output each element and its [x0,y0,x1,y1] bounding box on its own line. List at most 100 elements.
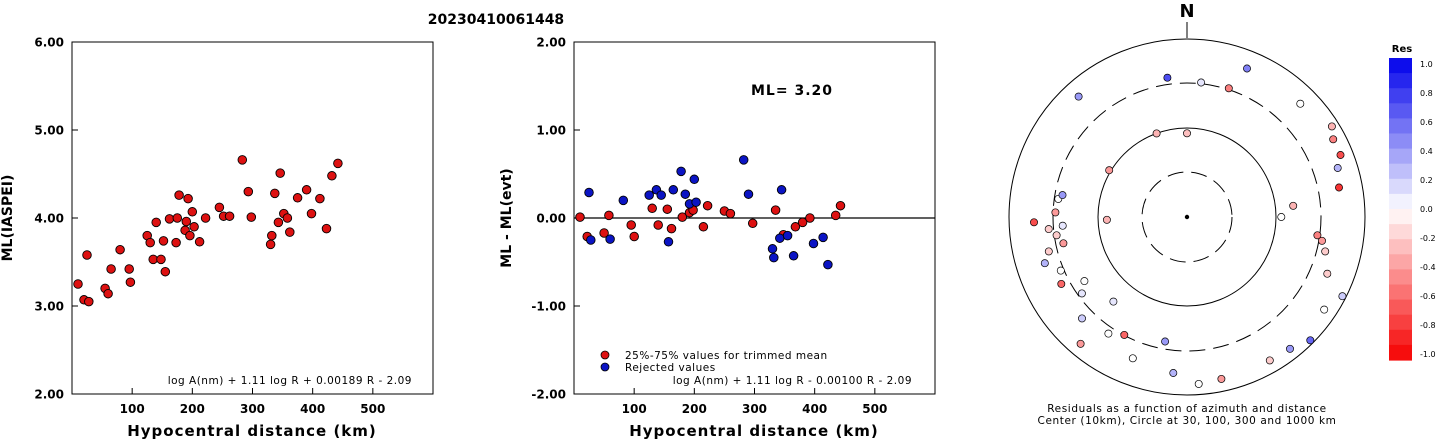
colorbar-cell [1389,299,1412,316]
data-point [301,185,312,195]
rejected-point [618,195,629,206]
polar-caption-line1: Residuals as a function of azimuth and d… [1047,403,1327,415]
station-residual-point [1329,135,1338,144]
data-point [183,193,193,204]
middle-formula: log A(nm) + 1.11 log R - 0.00100 R - 2.0… [673,375,912,387]
trimmed-mean-point [747,218,758,229]
station-residual-point [1057,279,1066,288]
middle-x-tick-label: 400 [802,402,827,416]
station-residual-point [1323,269,1332,278]
colorbar-tick-label: 0.6 [1420,118,1433,127]
data-point [267,230,277,241]
data-point [151,217,161,228]
left-y-tick-label: 3.00 [34,300,64,314]
colorbar-tick-label: 0.2 [1420,176,1433,185]
data-point [187,207,198,217]
colorbar-cell [1389,329,1412,346]
station-residual-point [1078,314,1086,323]
ring-300km [1052,82,1322,352]
rejected-point [663,237,674,247]
middle-x-axis-label: Hypocentral distance (km) [629,422,879,440]
middle-y-axis-label: ML - ML(evt) [499,168,515,267]
station-residual-point [1217,374,1226,383]
data-point [185,230,195,241]
colorbar-tick-label: -0.8 [1420,321,1436,330]
station-residual-point [1321,247,1330,256]
trimmed-mean-point [830,210,841,221]
station-residual-point [1277,213,1286,221]
colorbar-cell [1389,314,1412,331]
figure-title: 20230410061448 [428,12,564,28]
station-residual-point [1044,247,1053,256]
rejected-point [689,174,700,185]
left-x-tick-label: 500 [360,402,385,416]
trimmed-mean-point [725,208,736,219]
polar-caption-line2: Center (10km), Circle at 30, 100, 300 an… [1038,415,1337,427]
station-residual-point [1059,239,1068,248]
rejected-point [644,190,654,200]
data-point [306,208,317,219]
colorbar-cell [1389,58,1412,74]
station-residual-point [1058,191,1067,200]
station-residual-point [1336,151,1345,159]
rejected-point [776,185,787,195]
data-point [106,264,116,274]
data-point [200,213,211,223]
colorbar-tick-label: 0.4 [1420,147,1433,156]
data-point [156,254,166,265]
trimmed-mean-point [604,210,614,221]
rejected-point [676,166,686,177]
data-point [243,186,254,197]
station-residual-point [1338,292,1347,301]
station-residual-point [1286,344,1294,353]
trimmed-mean-point [835,200,846,211]
station-residual-point [1296,99,1305,108]
station-residual-point [1152,129,1161,138]
trimmed-mean-point [629,231,639,242]
rejected-point [743,189,754,199]
data-point [194,237,205,247]
data-point [273,217,284,228]
rejected-point [680,189,691,199]
colorbar-cell [1389,88,1412,104]
rejected-point [767,244,778,254]
trimmed-mean-point [666,223,677,234]
middle-x-tick-label: 500 [862,402,887,416]
colorbar-cell [1389,209,1412,225]
left-x-tick-label: 100 [120,402,145,416]
colorbar-cell [1389,103,1412,119]
data-point [321,223,332,234]
station-residual-point [1224,84,1233,93]
station-residual-point [1109,297,1118,306]
colorbar-cell [1389,193,1412,210]
station-residual-point [1105,166,1114,175]
data-point [84,296,94,307]
rejected-point [584,187,594,198]
ring-100km [1097,127,1277,307]
middle-y-tick-label: 0.00 [536,212,566,226]
station-residual-point [1128,354,1137,363]
station-residual-point [1044,225,1053,234]
station-residual-point [1077,289,1086,298]
trimmed-mean-point [653,220,663,230]
station-residual-point [1163,73,1172,82]
station-residual-point [1335,183,1343,192]
data-point [125,277,136,287]
polar-plot: N Residuals as a function of azimuth and… [1008,1,1366,427]
data-point [158,236,169,246]
station-residual-point [1051,208,1060,217]
left-y-tick-label: 5.00 [34,124,64,138]
left-formula: log A(nm) + 1.11 log R + 0.00189 R - 2.0… [168,375,412,387]
data-point [285,227,295,237]
trimmed-mean-point [770,205,781,215]
data-point [292,193,303,203]
trimmed-mean-point [647,203,657,214]
left-x-tick-label: 400 [300,402,325,416]
middle-y-tick-label: -2.00 [531,388,566,402]
trimmed-mean-point [702,200,713,211]
data-point [124,264,134,274]
rejected-point [691,197,701,207]
colorbar-tick-label: 0.8 [1420,89,1433,98]
station-residual-point [1080,277,1089,286]
